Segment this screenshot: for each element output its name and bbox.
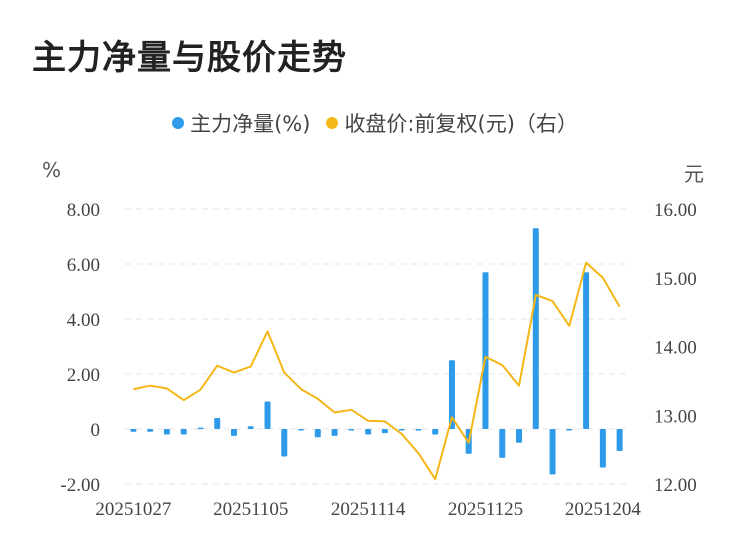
legend-item-net-volume[interactable]: 主力净量(%) <box>172 108 310 138</box>
x-tick-label: 20251027 <box>95 499 171 520</box>
legend: 主力净量(%) 收盘价:前复权(元)（右） <box>0 108 750 138</box>
x-tick-label: 20251105 <box>213 499 288 520</box>
bar-mark <box>264 401 271 429</box>
x-tick-label: 20251114 <box>331 499 406 520</box>
bar-mark <box>398 429 405 431</box>
bar-mark <box>599 429 606 468</box>
bar-mark <box>549 429 556 475</box>
bar-mark <box>180 429 187 435</box>
bar-mark <box>230 429 237 436</box>
bar-mark <box>532 228 539 429</box>
x-tick-label: 20251125 <box>448 499 523 520</box>
y-right-tick-label: 15.00 <box>654 269 697 290</box>
legend-dot-yellow-icon <box>326 117 339 129</box>
bar-mark <box>214 418 221 429</box>
right-axis-unit: 元 <box>684 162 704 186</box>
price-line <box>133 261 621 481</box>
bar-mark <box>516 429 523 443</box>
bar-mark <box>331 429 338 436</box>
y-right-tick-label: 16.00 <box>654 200 697 221</box>
legend-label: 收盘价:前复权(元)（右） <box>344 112 578 136</box>
bar-mark <box>432 429 439 435</box>
left-axis-unit: % <box>42 158 62 182</box>
y-left-tick-label: 4.00 <box>67 310 100 331</box>
bar-mark <box>415 429 422 431</box>
bar-mark <box>298 429 305 431</box>
x-tick-label: 20251204 <box>565 499 642 520</box>
bar-mark <box>197 427 204 430</box>
bar-mark <box>482 272 489 429</box>
bar-mark <box>448 360 455 429</box>
y-right-tick-label: 12.00 <box>654 475 697 496</box>
y-left-tick-label: 6.00 <box>67 255 100 276</box>
legend-label: 主力净量(%) <box>190 112 311 136</box>
bar-mark <box>566 429 573 431</box>
bar-mark <box>499 429 506 458</box>
y-left-tick-label: 8.00 <box>67 200 100 221</box>
chart-title: 主力净量与股价走势 <box>32 38 347 78</box>
legend-dot-blue-icon <box>172 117 185 129</box>
bar-mark <box>314 429 321 438</box>
bar-mark <box>616 429 623 451</box>
bar-mark <box>130 429 137 432</box>
bar-mark <box>348 429 355 431</box>
y-right-tick-label: 13.00 <box>654 406 697 427</box>
bar-mark <box>281 429 288 457</box>
legend-item-close-price[interactable]: 收盘价:前复权(元)（右） <box>326 108 578 138</box>
bar-mark <box>147 429 154 432</box>
bar-mark <box>365 429 372 435</box>
y-left-tick-label: 2.00 <box>67 365 100 386</box>
bar-mark <box>583 272 590 429</box>
y-left-tick-label: -2.00 <box>60 475 100 496</box>
y-right-tick-label: 14.00 <box>654 338 697 359</box>
bar-mark <box>381 429 388 434</box>
y-left-tick-label: 0 <box>91 420 101 441</box>
bar-mark <box>163 429 170 435</box>
bar-mark <box>247 426 254 429</box>
